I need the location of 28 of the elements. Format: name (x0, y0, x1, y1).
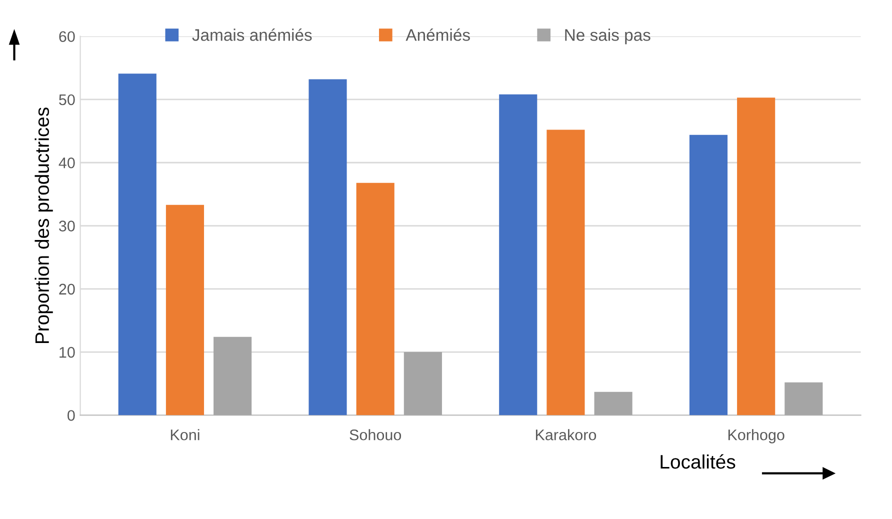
y-tick-label: 20 (59, 284, 75, 295)
bar (784, 382, 823, 416)
y-tick-label: 0 (68, 410, 75, 421)
bar (166, 204, 204, 416)
bar (546, 130, 585, 416)
bar (214, 336, 252, 416)
x-tick-label: Korhogo (728, 429, 784, 444)
y-tick-label: 40 (58, 157, 75, 168)
bar (499, 94, 538, 416)
legend-label: Ne sais pas (565, 28, 650, 44)
bar (737, 98, 776, 416)
y-tick-label: 10 (60, 346, 75, 358)
x-tick-label: Karakoro (536, 429, 596, 440)
x-tick-label: Sohouo (350, 429, 402, 440)
bar (404, 352, 442, 416)
y-tick-label: 60 (59, 31, 75, 42)
bar (118, 74, 156, 416)
bar (308, 79, 347, 416)
bar (594, 392, 632, 416)
bar (689, 134, 728, 416)
y-tick-label: 30 (59, 220, 75, 232)
legend-label: Anémiés (406, 28, 470, 41)
x-axis-title: Localités (660, 454, 736, 469)
x-tick-label: Koni (170, 429, 200, 440)
y-tick-label: 50 (59, 94, 75, 106)
y-axis-title: Proportion des productrices (34, 108, 53, 344)
bar (356, 182, 394, 416)
legend-label: Jamais anémiés (192, 28, 312, 41)
